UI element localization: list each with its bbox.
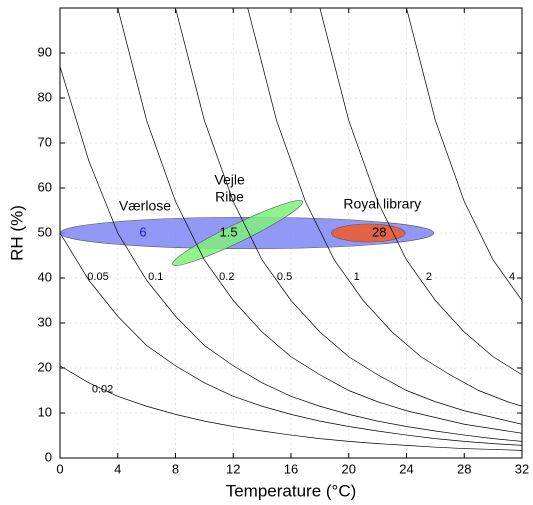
region-value: 1.5	[220, 224, 238, 239]
x-tick-label: 24	[399, 461, 413, 476]
curve-label: 4	[509, 271, 515, 283]
region-value: 28	[372, 224, 386, 239]
curve	[117, 8, 522, 434]
x-tick-label: 12	[226, 461, 240, 476]
plot-frame	[59, 7, 523, 459]
curve	[175, 8, 522, 425]
region-name: Ribe	[215, 189, 244, 205]
curve	[247, 8, 522, 407]
y-tick-label: 40	[38, 269, 52, 284]
y-tick-label: 30	[38, 314, 52, 329]
x-tick-label: 16	[284, 461, 298, 476]
curve-label: 0.1	[148, 271, 163, 283]
curve-label: 1	[354, 271, 360, 283]
y-tick-label: 0	[45, 449, 52, 464]
region	[172, 200, 303, 266]
y-tick-label: 20	[38, 359, 52, 374]
y-axis-title: RH (%)	[7, 205, 26, 261]
curve	[319, 8, 522, 376]
y-tick-label: 90	[38, 44, 52, 59]
x-tick-label: 4	[114, 461, 121, 476]
x-tick-label: 0	[56, 461, 63, 476]
curve-label: 0.5	[277, 271, 292, 283]
x-tick-label: 8	[172, 461, 179, 476]
y-tick-label: 80	[38, 89, 52, 104]
x-axis-title: Temperature (°C)	[226, 481, 357, 500]
curves	[60, 8, 522, 451]
region-name: Værlose	[119, 198, 171, 214]
region-name: Royal library	[343, 196, 421, 212]
region	[331, 223, 406, 243]
y-tick-label: 60	[38, 179, 52, 194]
x-tick-label: 32	[515, 461, 529, 476]
curve	[60, 66, 522, 442]
region-value: 6	[139, 224, 146, 239]
region-name: Vejle	[214, 172, 245, 188]
curve-label: 0.02	[92, 383, 113, 395]
x-tick-label: 28	[457, 461, 471, 476]
curve	[406, 8, 522, 301]
y-tick-label: 50	[38, 224, 52, 239]
curve	[60, 232, 522, 446]
curve	[60, 365, 522, 451]
curve-label: 2	[426, 271, 432, 283]
x-tick-label: 20	[342, 461, 356, 476]
y-tick-label: 10	[38, 404, 52, 419]
curve-label: 0.2	[219, 271, 234, 283]
curve-label: 0.05	[87, 271, 108, 283]
y-tick-label: 70	[38, 134, 52, 149]
